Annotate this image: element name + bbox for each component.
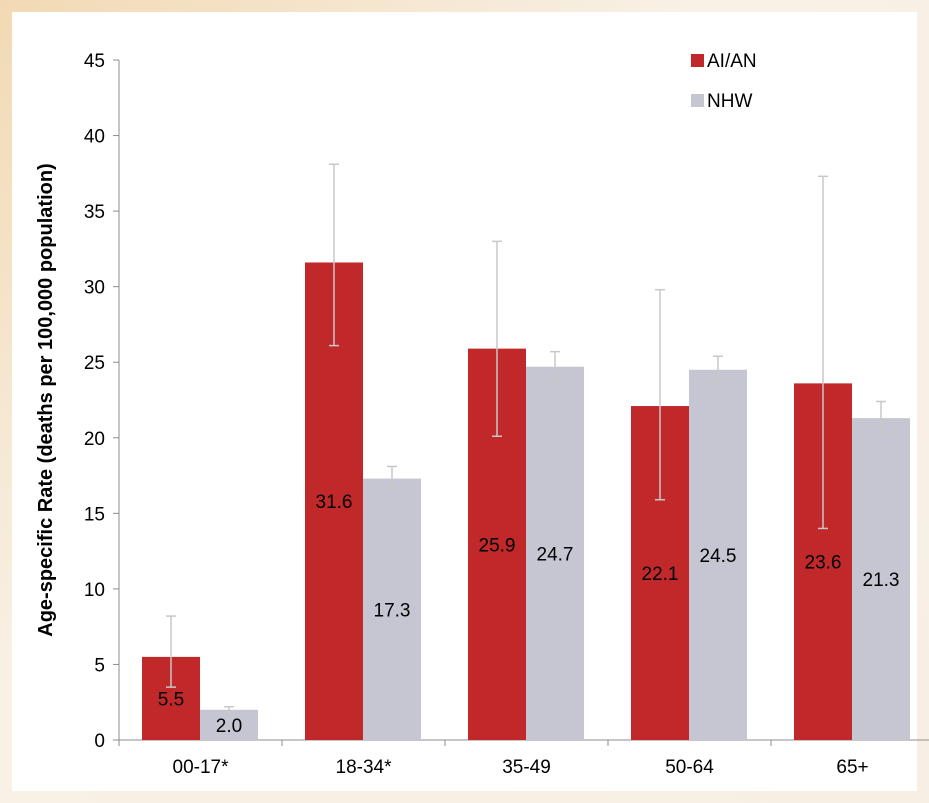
value-label: 24.7: [537, 544, 574, 565]
data-labels: 5.5 31.6 25.9 22.1 23.6 2.0 17.3 24.7 24.5 21.3: [158, 492, 900, 737]
y-tick-label: 0: [94, 731, 105, 752]
legend-label: NHW: [707, 91, 752, 112]
y-tick-label: 10: [84, 580, 105, 601]
error-bars: [166, 163, 886, 714]
value-label: 17.3: [374, 600, 411, 621]
y-tick-label: 25: [84, 353, 105, 374]
legend-swatch-nhw: [691, 94, 704, 107]
bars: [142, 262, 910, 740]
bar-nhw-2: [526, 366, 584, 740]
bar-nhw-1: [363, 478, 421, 740]
x-tick-label: 00-17*: [173, 757, 230, 778]
value-label: 2.0: [216, 716, 242, 737]
value-label: 22.1: [642, 564, 679, 585]
y-tick-label: 15: [84, 504, 105, 525]
bar-nhw-0: [200, 709, 258, 740]
value-label: 23.6: [805, 553, 842, 574]
value-label: 25.9: [479, 535, 516, 556]
value-label: 31.6: [316, 492, 353, 513]
y-tick-label: 30: [84, 278, 105, 299]
y-tick-label: 20: [84, 429, 105, 450]
y-axis-label: Age-specific Rate (deaths per 100,000 po…: [35, 163, 57, 636]
x-tick-label: 18-34*: [336, 757, 393, 778]
x-tick-labels: 00-17* 18-34* 35-49 50-64 65+: [118, 740, 869, 778]
x-tick-label: 50-64: [665, 757, 714, 778]
value-label: 24.5: [700, 546, 737, 567]
bar-nhw-3: [689, 369, 747, 740]
legend-label: AI/AN: [707, 51, 757, 72]
x-tick-label: 35-49: [502, 757, 551, 778]
value-label: 21.3: [863, 570, 900, 591]
y-tick-label: 35: [84, 202, 105, 223]
legend: AI/AN NHW: [691, 51, 757, 112]
y-tick-label: 5: [94, 655, 105, 676]
y-ticks: 0 5 10 15 20 25 30 35 40 45: [84, 51, 119, 752]
value-label: 5.5: [158, 689, 184, 710]
y-tick-label: 45: [84, 51, 105, 72]
y-tick-label: 40: [84, 127, 105, 148]
bar-nhw-4: [852, 418, 910, 740]
x-tick-label: 65+: [836, 757, 868, 778]
legend-swatch-ai-an: [691, 54, 704, 67]
